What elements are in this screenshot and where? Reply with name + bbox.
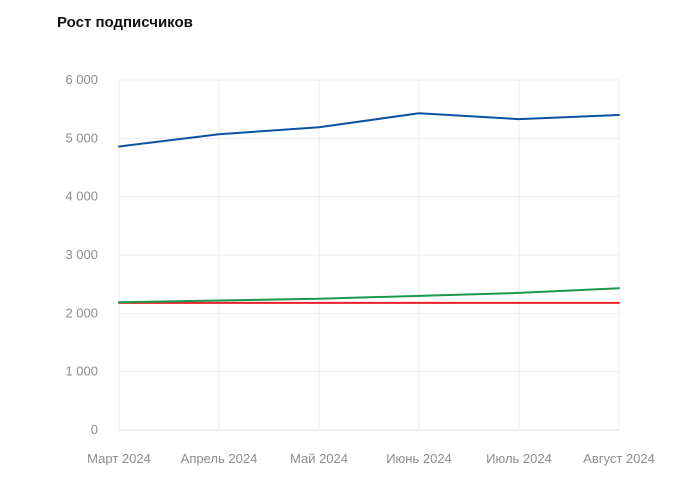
y-tick-label: 1 000 [65, 364, 98, 379]
series-green-line [118, 287, 620, 304]
chart-title: Рост подписчиков [57, 14, 193, 31]
x-tick-label: Август 2024 [583, 451, 655, 466]
grid-lines [118, 79, 620, 431]
x-axis-ticks: Март 2024 Апрель 2024 Май 2024 Июнь 2024 Июл… [87, 451, 655, 466]
x-tick-label: Июль 2024 [486, 451, 552, 466]
x-tick-label: Март 2024 [87, 451, 151, 466]
y-axis-ticks: 0 1 000 2 000 3 000 4 000 5 000 6 000 [65, 72, 98, 437]
x-tick-label: Июнь 2024 [386, 451, 452, 466]
y-tick-label: 0 [91, 422, 98, 437]
series-lines [118, 112, 620, 304]
y-tick-label: 4 000 [65, 189, 98, 204]
series-blue-line [118, 112, 620, 148]
y-tick-label: 2 000 [65, 305, 98, 320]
x-tick-label: Май 2024 [290, 451, 348, 466]
x-tick-label: Апрель 2024 [181, 451, 258, 466]
y-tick-label: 3 000 [65, 247, 98, 262]
y-tick-label: 5 000 [65, 130, 98, 145]
y-tick-label: 6 000 [65, 72, 98, 87]
